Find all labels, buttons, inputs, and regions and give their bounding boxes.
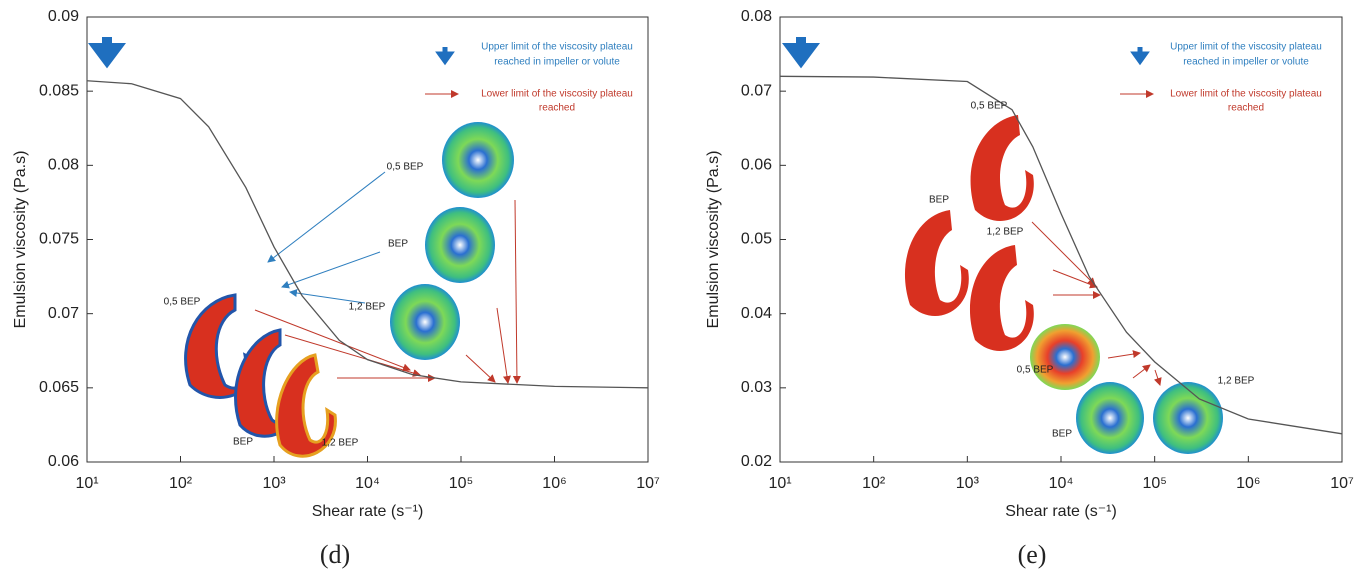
annotation: 1,2 BEP <box>322 438 359 449</box>
y-tick-label: 0.09 <box>48 8 79 25</box>
x-tick-label: 10⁵ <box>1142 475 1166 492</box>
legend-note: reached <box>1228 103 1264 114</box>
annotation: 1,2 BEP <box>349 302 386 313</box>
plot-frame <box>779 16 1343 463</box>
x-tick-label: 10⁷ <box>1330 475 1354 492</box>
x-tick-label: 10¹ <box>768 475 791 492</box>
x-tick-label: 10¹ <box>75 475 98 492</box>
x-tick-label: 10⁷ <box>636 475 660 492</box>
x-axis-label: Shear rate (s⁻¹) <box>1005 503 1117 520</box>
x-tick-label: 10⁶ <box>1236 475 1260 492</box>
annotation: BEP <box>1052 429 1072 440</box>
y-tick-label: 0.06 <box>48 453 79 470</box>
annotation: 0,5 BEP <box>164 297 201 308</box>
x-tick-label: 10³ <box>956 475 980 492</box>
y-tick-label: 0.04 <box>741 305 772 322</box>
data-line <box>779 75 1343 435</box>
y-tick-label: 0.075 <box>39 231 79 248</box>
annotation: 1,2 BEP <box>987 227 1024 238</box>
legend-note: Upper limit of the viscosity plateau <box>1170 42 1322 53</box>
legend-note: Lower limit of the viscosity plateau <box>1170 89 1322 100</box>
annotation: BEP <box>233 437 253 448</box>
decorations <box>88 37 1223 458</box>
panel-label: (e) <box>1018 540 1047 569</box>
annotation: 0,5 BEP <box>971 101 1008 112</box>
x-tick-label: 10⁶ <box>542 475 566 492</box>
x-tick-label: 10² <box>862 475 886 492</box>
legend-note: Lower limit of the viscosity plateau <box>481 89 633 100</box>
x-axis-label: Shear rate (s⁻¹) <box>312 503 424 520</box>
annotation: BEP <box>929 195 949 206</box>
y-tick-label: 0.06 <box>741 157 772 174</box>
x-tick-label: 10² <box>169 475 193 492</box>
x-tick-label: 10⁴ <box>355 475 380 492</box>
legend-note: Upper limit of the viscosity plateau <box>481 42 633 53</box>
y-tick-label: 0.03 <box>741 379 772 396</box>
x-tick-label: 10⁵ <box>449 475 473 492</box>
x-tick-label: 10⁴ <box>1049 475 1074 492</box>
y-tick-label: 0.07 <box>48 305 79 322</box>
annotation: 0,5 BEP <box>1017 365 1054 376</box>
annotation: 0,5 BEP <box>387 162 424 173</box>
y-axis-label: Emulsion viscosity (Pa.s) <box>12 151 29 329</box>
y-tick-label: 0.08 <box>741 8 772 25</box>
panel-label: (d) <box>320 540 350 569</box>
legend-note: reached in impeller or volute <box>1183 57 1309 68</box>
y-tick-label: 0.05 <box>741 231 772 248</box>
annotation: BEP <box>388 239 408 250</box>
x-tick-label: 10³ <box>262 475 286 492</box>
legend-note: reached <box>539 103 575 114</box>
y-tick-label: 0.085 <box>39 82 79 99</box>
y-tick-label: 0.065 <box>39 379 79 396</box>
data-line <box>86 80 649 389</box>
y-tick-label: 0.08 <box>48 157 79 174</box>
y-tick-label: 0.07 <box>741 82 772 99</box>
legend-note: reached in impeller or volute <box>494 57 620 68</box>
y-tick-label: 0.02 <box>741 453 772 470</box>
annotation: 1,2 BEP <box>1218 376 1255 387</box>
plot-frame <box>86 16 649 463</box>
y-axis-label: Emulsion viscosity (Pa.s) <box>705 151 722 329</box>
